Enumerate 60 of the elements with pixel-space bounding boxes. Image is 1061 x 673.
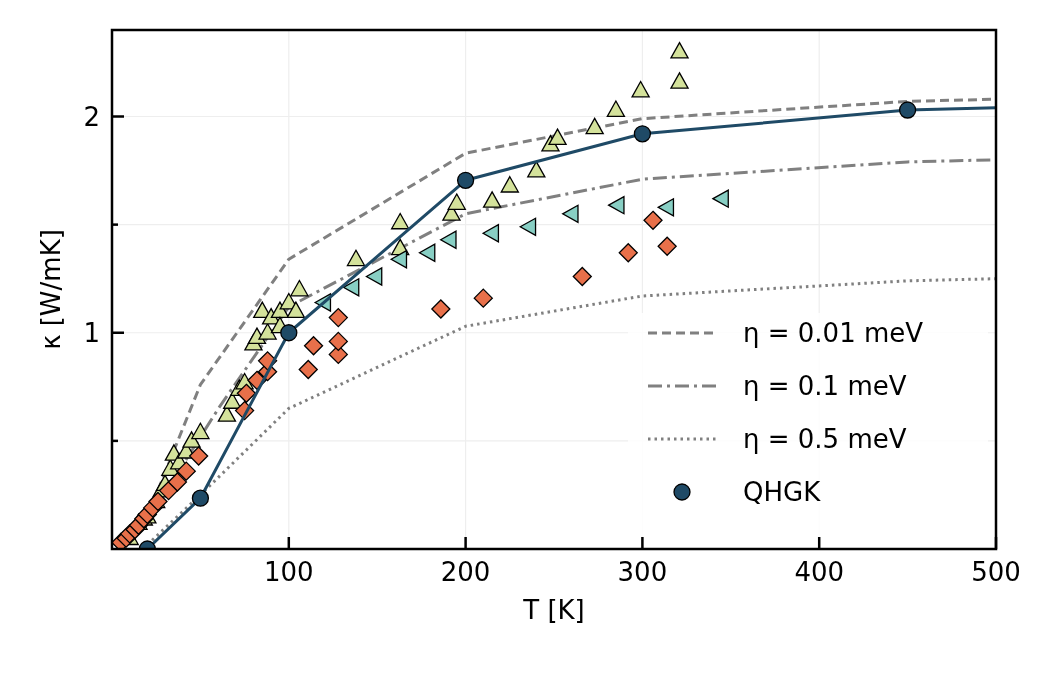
point	[608, 195, 625, 215]
point	[176, 461, 196, 481]
legend-label: QHGK	[743, 477, 822, 508]
point	[473, 288, 493, 308]
point	[670, 72, 689, 89]
legend-label: η = 0.01 meV	[743, 318, 924, 349]
point	[298, 359, 318, 380]
point	[643, 210, 663, 230]
y-tick-label: 1	[83, 317, 100, 348]
point	[167, 472, 188, 492]
point	[447, 193, 466, 210]
point	[365, 267, 383, 286]
point	[328, 307, 348, 328]
point	[633, 125, 652, 143]
point	[562, 204, 579, 224]
point	[482, 191, 502, 208]
point	[670, 41, 689, 59]
point	[618, 243, 638, 263]
x-tick-label: 300	[617, 557, 668, 587]
point	[606, 100, 626, 117]
point	[519, 217, 537, 236]
point	[258, 323, 277, 340]
y-tick-label: 2	[83, 101, 100, 132]
point	[191, 422, 210, 440]
point	[390, 212, 410, 230]
point	[431, 299, 451, 319]
point	[482, 224, 500, 243]
x-tick-label: 100	[263, 557, 314, 587]
point	[303, 336, 324, 356]
point	[527, 160, 546, 178]
point	[188, 446, 209, 466]
point	[346, 249, 366, 267]
point	[328, 331, 348, 352]
y-axis-title: κ [W/mK]	[36, 229, 66, 350]
point	[500, 176, 519, 193]
point	[657, 198, 675, 217]
point	[418, 243, 436, 262]
point	[191, 489, 210, 507]
point	[657, 236, 677, 256]
point	[456, 171, 475, 189]
point	[280, 324, 298, 342]
point	[182, 431, 201, 448]
point	[898, 101, 917, 119]
point	[631, 80, 650, 98]
point	[548, 128, 567, 146]
point	[572, 266, 592, 287]
x-tick-label: 400	[794, 557, 845, 587]
point	[440, 230, 457, 249]
legend-label: η = 0.1 meV	[743, 371, 907, 402]
point	[390, 250, 408, 269]
legend-label: η = 0.5 meV	[743, 424, 907, 455]
point	[712, 189, 729, 208]
x-tick-label: 200	[440, 557, 491, 587]
point	[585, 117, 604, 135]
point	[286, 301, 306, 319]
x-tick-label: 500	[971, 557, 1021, 587]
point	[342, 278, 360, 297]
x-axis-title: T [K]	[522, 595, 585, 625]
point	[236, 383, 257, 403]
point	[290, 279, 309, 297]
